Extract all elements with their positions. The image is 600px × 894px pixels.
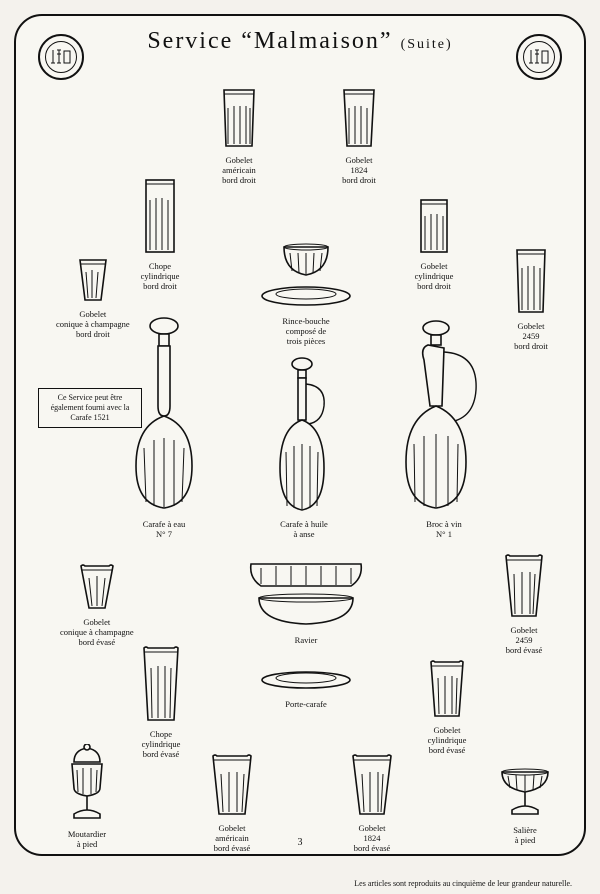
medallion-glyphs-right [523, 41, 555, 73]
medallion-glyphs-left [45, 41, 77, 73]
item-gob-2459-droit: Gobelet 2459 bord droit [510, 246, 552, 352]
item-moutardier: Moutardier à pied [60, 744, 114, 849]
footnote: Les articles sont reproduits au cinquièm… [354, 879, 572, 888]
caption: Gobelet conique à champagne bord droit [56, 309, 130, 340]
caption: Gobelet 2459 bord évasé [506, 625, 543, 656]
item-gob-1824-droit: Gobelet 1824 bord droit [336, 86, 382, 186]
caption: Porte-carafe [285, 699, 327, 709]
catalog-page: Service “Malmaison” (Suite) [14, 14, 586, 856]
caption: Ravier [295, 635, 318, 645]
item-gob-2459-evase: Gobelet 2459 bord évasé [502, 552, 546, 656]
title-main: Service “Malmaison” [147, 28, 392, 54]
item-gob-con-champ-droit: Gobelet conique à champagne bord droit [56, 256, 130, 340]
title-suite: (Suite) [401, 37, 453, 52]
item-rince-bouche: Rince-bouche composé de trois pièces [256, 241, 356, 347]
caption: Broc à vin N° 1 [426, 519, 461, 539]
caption: Carafe à eau N° 7 [143, 519, 185, 539]
medallion-right [516, 34, 562, 80]
item-carafe-eau: Carafe à eau N° 7 [124, 316, 204, 539]
caption: Rince-bouche composé de trois pièces [282, 316, 329, 347]
item-gob-con-champ-evase: Gobelet conique à champagne bord évasé [60, 562, 134, 648]
caption: Gobelet cylindrique bord évasé [428, 725, 467, 756]
caption: Gobelet 1824 bord droit [342, 155, 376, 186]
caption: Gobelet cylindrique bord droit [415, 261, 454, 292]
item-gob-amer-droit: Gobelet américain bord droit [216, 86, 262, 186]
item-chope-cyl-evase: Chope cylindrique bord évasé [138, 644, 184, 760]
caption: Chope cylindrique bord évasé [142, 729, 181, 760]
item-gob-cyl-evase: Gobelet cylindrique bord évasé [426, 658, 468, 756]
item-ravier: Ravier [231, 558, 381, 645]
page-number: 3 [16, 837, 584, 848]
caption: Gobelet conique à champagne bord évasé [60, 617, 134, 648]
item-saliere: Salière à pied [496, 764, 554, 845]
item-chope-cyl-droit: Chope cylindrique bord droit [138, 176, 182, 292]
item-gob-cyl-droit: Gobelet cylindrique bord droit [414, 196, 454, 292]
caption: Gobelet américain bord droit [222, 155, 256, 186]
note-box-text: Ce Service peut être également fourni av… [51, 393, 130, 422]
item-porte-carafe: Porte-carafe [256, 666, 356, 709]
caption: Gobelet 2459 bord droit [514, 321, 548, 352]
caption: Chope cylindrique bord droit [141, 261, 180, 292]
item-carafe-huile: Carafe à huile à anse [268, 356, 340, 539]
caption: Carafe à huile à anse [280, 519, 328, 539]
item-broc-vin: Broc à vin N° 1 [396, 318, 492, 539]
page-title: Service “Malmaison” (Suite) [16, 28, 584, 55]
medallion-left [38, 34, 84, 80]
